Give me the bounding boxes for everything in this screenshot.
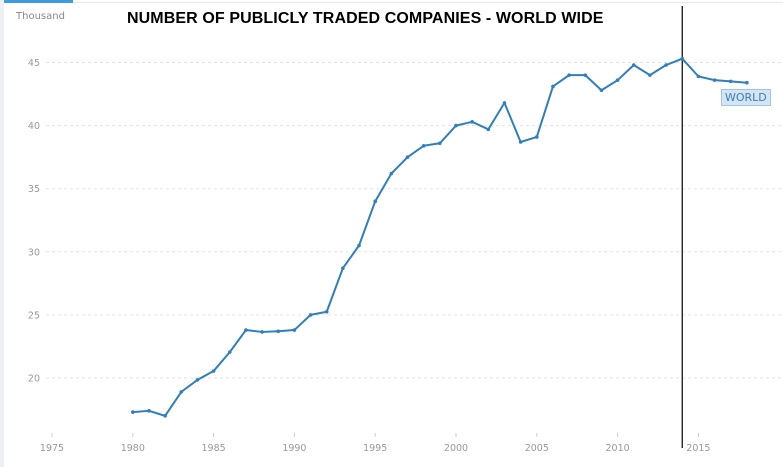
active-tab-indicator[interactable]	[4, 0, 73, 3]
x-tick-label: 1995	[363, 443, 387, 454]
data-point	[583, 73, 588, 77]
data-point	[357, 243, 361, 248]
data-point	[615, 78, 620, 82]
data-point	[195, 378, 200, 382]
data-point	[405, 155, 410, 159]
data-point	[211, 369, 216, 373]
data-point	[712, 78, 717, 82]
left-border	[0, 0, 4, 467]
data-point	[373, 199, 378, 204]
y-tick-label: 20	[28, 374, 40, 385]
data-point	[551, 84, 555, 89]
data-point	[648, 73, 652, 77]
x-tick-label: 1975	[40, 443, 64, 454]
data-point	[227, 350, 232, 354]
data-point	[502, 101, 507, 105]
y-tick-label: 25	[28, 310, 40, 321]
data-point	[664, 63, 668, 67]
y-tick-label: 45	[28, 58, 40, 69]
data-point	[421, 143, 426, 148]
data-point	[599, 88, 604, 93]
data-point	[696, 74, 701, 79]
y-tick-label: 35	[28, 184, 40, 195]
data-point	[324, 309, 329, 314]
x-tick-label: 1985	[202, 443, 226, 454]
data-point	[438, 141, 442, 146]
data-point	[179, 390, 184, 394]
y-tick-label: 40	[28, 121, 40, 132]
y-tick-label: 30	[28, 247, 40, 258]
data-point	[486, 127, 491, 132]
data-point	[147, 409, 151, 413]
data-point	[745, 80, 749, 85]
data-point	[341, 266, 345, 271]
data-point	[518, 140, 523, 144]
y-axis-unit-label: Thousand	[16, 11, 65, 22]
data-point	[470, 120, 474, 124]
x-tick-label: 2010	[606, 443, 630, 454]
data-point	[276, 329, 281, 334]
data-point	[389, 171, 394, 176]
top-border	[4, 2, 783, 3]
data-point	[163, 414, 167, 418]
x-tick-label: 1980	[121, 443, 145, 454]
data-point	[131, 410, 135, 414]
data-point	[308, 313, 313, 317]
data-point	[631, 63, 636, 67]
data-point	[567, 73, 571, 77]
x-tick-label: 1990	[282, 443, 306, 454]
chart-title: NUMBER OF PUBLICLY TRADED COMPANIES - WO…	[127, 10, 604, 27]
data-point	[535, 135, 539, 139]
data-point	[728, 79, 733, 84]
data-point	[680, 56, 685, 61]
series-label-world[interactable]: WORLD	[721, 89, 771, 106]
x-tick-label: 2015	[686, 443, 710, 454]
data-point	[260, 330, 264, 334]
x-tick-label: 2000	[444, 443, 468, 454]
x-tick-label: 2005	[525, 443, 549, 454]
series-line-world	[132, 57, 747, 417]
data-point	[292, 328, 297, 332]
data-point	[244, 328, 248, 332]
data-point	[454, 123, 458, 128]
